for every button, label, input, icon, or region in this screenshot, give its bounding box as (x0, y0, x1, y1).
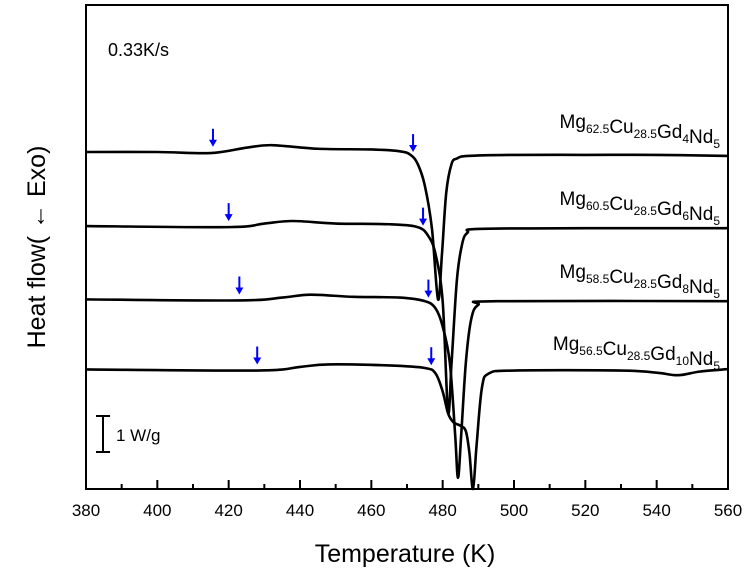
x-tick-label: 480 (428, 501, 456, 520)
x-tick-label: 380 (72, 501, 100, 520)
transition-arrow (235, 276, 244, 295)
x-tick-label: 460 (357, 501, 385, 520)
transition-arrow (419, 207, 428, 226)
x-tick-label: 420 (214, 501, 242, 520)
transition-arrow (208, 128, 217, 147)
series-line-1 (85, 143, 729, 301)
x-tick-label: 500 (500, 501, 528, 520)
plot-frame (85, 4, 729, 490)
series-label-4: Mg56.5Cu28.5Gd10Nd5 (553, 334, 720, 373)
x-tick-label: 520 (571, 501, 599, 520)
series-label-3: Mg58.5Cu28.5Gd8Nd5 (560, 262, 721, 301)
transition-arrow (253, 346, 262, 365)
x-axis-label: Temperature (K) (315, 540, 496, 568)
scale-bar-label: 1 W/g (116, 426, 160, 445)
series-line-4 (85, 363, 729, 491)
x-tick-label: 440 (286, 501, 314, 520)
x-tick-label: 560 (714, 501, 742, 520)
transition-arrow (224, 203, 233, 222)
x-tick-label: 540 (642, 501, 670, 520)
y-axis-label: Heat flow( ← Exo) (23, 146, 51, 349)
series-label-1: Mg62.5Cu28.5Gd4Nd5 (560, 112, 721, 151)
transition-arrow (409, 134, 418, 153)
series-line-3 (85, 293, 729, 480)
transition-arrow (427, 347, 436, 366)
x-tick-label: 400 (143, 501, 171, 520)
rate-annotation: 0.33K/s (108, 40, 169, 60)
series-line-2 (85, 219, 729, 415)
scale-bar: 1 W/g (96, 415, 160, 453)
series-label-2: Mg60.5Cu28.5Gd6Nd5 (560, 189, 721, 228)
transition-arrow (424, 279, 433, 298)
